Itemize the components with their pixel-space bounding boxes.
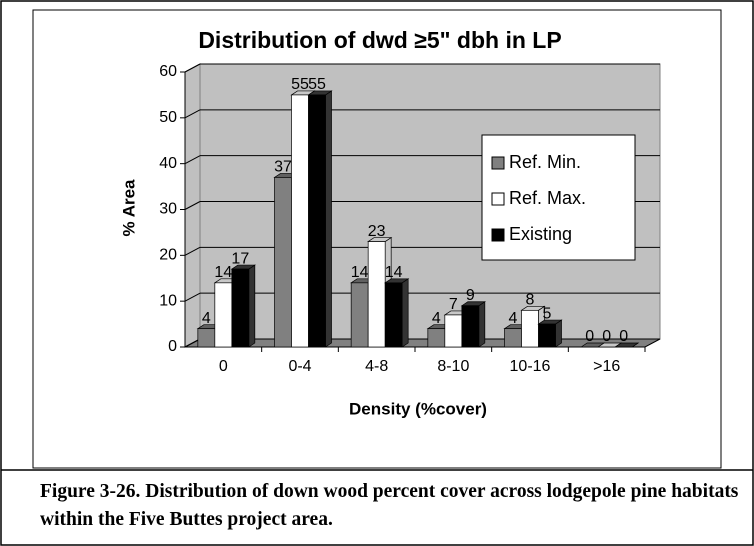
legend-swatch <box>491 156 505 170</box>
legend-box <box>481 134 636 261</box>
x-tick-label: 10-16 <box>510 358 551 375</box>
x-axis-label: Density (%cover) <box>349 399 487 418</box>
y-tick-label: 40 <box>159 155 177 172</box>
data-label: 9 <box>466 287 475 304</box>
bar <box>504 328 522 348</box>
bar <box>384 282 403 348</box>
bar <box>291 94 309 348</box>
bar <box>367 241 386 348</box>
y-axis-label: % Area <box>119 179 138 237</box>
caption: Figure 3-26. Distribution of down wood p… <box>40 481 739 530</box>
data-label: 37 <box>274 159 292 176</box>
y-tick-label: 0 <box>168 338 177 355</box>
y-tick-label: 50 <box>159 109 177 126</box>
bar-side <box>555 319 562 348</box>
grid-line <box>184 63 201 73</box>
data-label: 14 <box>351 264 369 281</box>
grid-line <box>184 246 201 256</box>
bar <box>274 177 292 348</box>
legend-label: Ref. Max. <box>509 188 586 208</box>
y-tick-label: 10 <box>159 292 177 309</box>
bar <box>231 268 250 348</box>
data-label: 8 <box>526 292 535 309</box>
x-tick-label: 0-4 <box>288 358 311 375</box>
bar <box>444 314 463 348</box>
bar <box>538 323 556 348</box>
data-label: 4 <box>432 310 441 327</box>
grid-line <box>184 201 201 210</box>
bar-side <box>478 301 486 348</box>
bar <box>197 328 216 348</box>
x-tick-label: 8-10 <box>437 358 469 375</box>
grid-line <box>184 155 201 165</box>
bar-side <box>248 264 256 348</box>
x-tick-label: >16 <box>593 358 620 375</box>
data-label: 14 <box>385 264 403 281</box>
bar <box>461 305 480 348</box>
data-label: 17 <box>231 250 249 267</box>
y-tick-label: 60 <box>159 63 177 80</box>
legend-swatch <box>491 228 505 242</box>
bar-top <box>614 342 640 348</box>
x-tick-label: 0 <box>219 358 228 375</box>
legend-swatch <box>491 192 505 206</box>
y-tick-label: 30 <box>159 201 177 218</box>
bar <box>427 328 446 348</box>
x-tick-label: 4-8 <box>365 358 388 375</box>
data-label: 14 <box>214 264 232 281</box>
data-label: 7 <box>449 296 458 313</box>
bar-side <box>401 278 409 348</box>
data-label: 23 <box>368 223 386 240</box>
data-label: 5 <box>543 305 552 322</box>
data-label: 0 <box>619 328 628 345</box>
y-tick-label: 20 <box>159 247 177 264</box>
bar <box>350 282 369 348</box>
data-label: 0 <box>602 328 611 345</box>
data-label: 55 <box>308 76 326 93</box>
data-label: 4 <box>509 310 518 327</box>
data-label: 0 <box>585 328 594 345</box>
bar <box>308 94 326 348</box>
data-label: 4 <box>202 310 211 327</box>
bar-side <box>325 90 332 348</box>
bar <box>521 309 539 348</box>
legend-label: Existing <box>509 224 572 244</box>
grid-line <box>184 109 201 119</box>
data-label: 55 <box>291 76 309 93</box>
bar <box>214 282 233 348</box>
chart-border <box>32 9 722 469</box>
legend-label: Ref. Min. <box>509 152 581 172</box>
chart-title: Distribution of dwd ≥5" dbh in LP <box>198 27 561 53</box>
grid-line <box>184 292 201 302</box>
